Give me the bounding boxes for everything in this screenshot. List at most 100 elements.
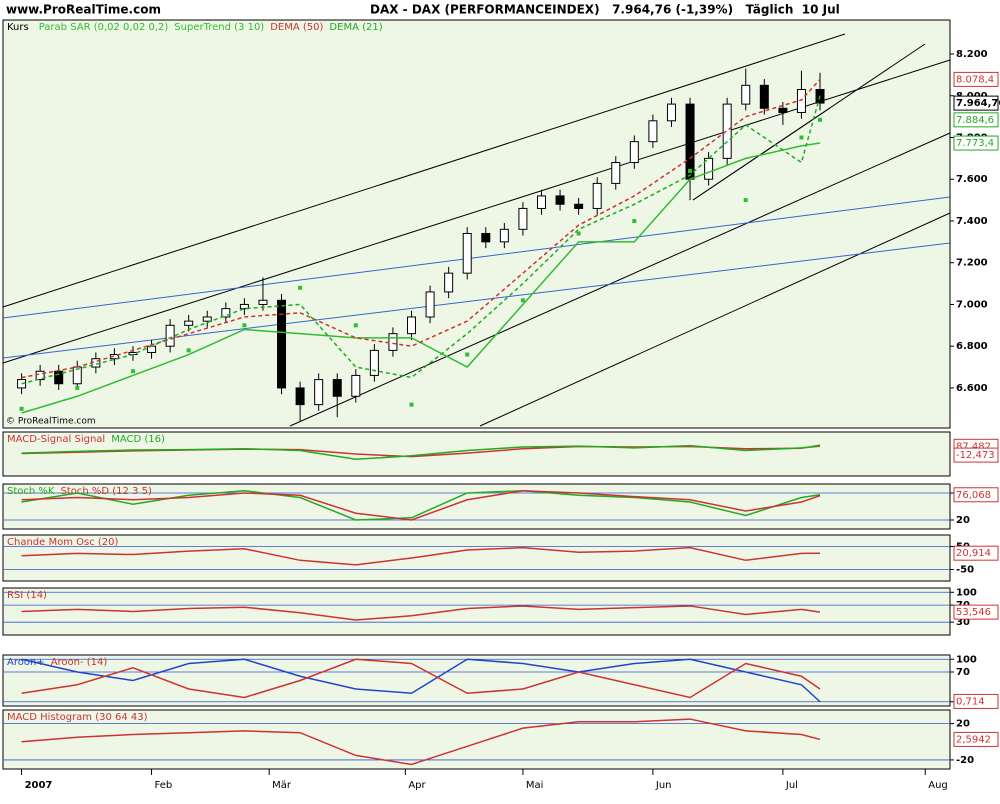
panel-background [2, 587, 951, 636]
candle-body [722, 103, 732, 159]
candle-body [499, 228, 509, 243]
candle-body [759, 84, 769, 109]
value-tag [953, 112, 999, 128]
value-tag-label: 7.773,4 [956, 138, 994, 149]
series-line [21, 489, 821, 521]
legend-entry: Stoch %D (12 3 5) [60, 486, 151, 497]
candle-body [314, 379, 324, 406]
value-tag [953, 731, 999, 747]
y-tick-label: 70 [956, 667, 970, 678]
panel-background [2, 483, 951, 530]
sar-dot [576, 231, 581, 236]
value-tag [953, 71, 999, 87]
x-tick-label: Mai [526, 780, 544, 791]
legend-entry: DEMA (50) [270, 22, 323, 33]
site-name: www.ProRealTime.com [6, 3, 161, 17]
sar-dot [688, 168, 693, 173]
trend-line [479, 212, 951, 427]
candle-body [444, 272, 454, 293]
candle-body [369, 349, 379, 376]
candle-body [425, 291, 435, 318]
candle-body [165, 324, 175, 347]
candle-body [518, 207, 528, 230]
legend-entry: Aroon+ [7, 657, 45, 668]
candle-body [258, 299, 268, 305]
sar-dot [409, 402, 414, 407]
sar-dot [75, 385, 80, 390]
candle-body [351, 374, 361, 397]
sar-dot [19, 406, 24, 411]
value-tag-label: -12,473 [956, 450, 995, 461]
x-tick-label: Mär [272, 780, 292, 791]
legend-entry: SuperTrend (3 10) [174, 22, 264, 33]
panel-background [2, 709, 951, 770]
value-tag-label: 20,914 [956, 548, 991, 559]
candle-body [574, 203, 584, 209]
series-line [21, 142, 821, 414]
value-tag-label: 0,714 [956, 696, 985, 707]
candle-body [685, 103, 695, 180]
y-tick-label: 20 [956, 515, 970, 526]
candle-body [147, 345, 157, 353]
series-line [21, 605, 821, 621]
sar-dot [353, 323, 358, 328]
watermark: © ProRealTime.com [6, 417, 96, 427]
legend-entry: MACD-Signal Signal [7, 434, 105, 445]
value-tag-label: 87,482 [956, 441, 991, 452]
y-tick-label: 100 [956, 587, 977, 598]
candle-body [648, 120, 658, 143]
series-line [21, 718, 821, 766]
trend-line [692, 107, 831, 201]
value-tag-label: 7.884,6 [956, 115, 994, 126]
sar-dot [632, 218, 637, 223]
trend-line [289, 132, 951, 427]
legend-entry: Stoch %K [7, 486, 55, 497]
sar-dot [298, 285, 303, 290]
series-line [21, 489, 821, 521]
candle-body [54, 370, 64, 385]
candle-body [741, 84, 751, 105]
candle-body [704, 157, 714, 180]
legend-entry: Kurs [7, 22, 29, 33]
y-tick-label: 7.400 [956, 216, 988, 227]
trend-line [2, 59, 951, 364]
y-tick-label: 30 [956, 617, 970, 628]
series-line [21, 658, 821, 703]
value-tag [953, 135, 999, 151]
value-tag-label: 8.078,4 [956, 74, 994, 85]
value-tag [953, 693, 999, 709]
panel-background [2, 431, 951, 477]
value-tag [953, 487, 999, 503]
value-tag [953, 447, 999, 463]
legend-entry: Parab SAR (0,02 0,02 0,2) [39, 22, 169, 33]
candle-body [796, 88, 806, 113]
x-tick-label: Apr [408, 780, 426, 791]
y-tick-label: 8.200 [956, 49, 988, 60]
series-line [21, 546, 821, 566]
value-tag-label: 7.964,76 [956, 98, 1000, 109]
y-tick-label: 7.600 [956, 174, 988, 185]
value-tag-label: 53,546 [956, 607, 991, 618]
trend-lines [2, 33, 951, 427]
trend-line [2, 33, 846, 308]
legend-entry: MACD (16) [111, 434, 165, 445]
candle-body [295, 387, 305, 406]
candle-body [666, 103, 676, 122]
sar-dot [465, 352, 470, 357]
legend-entry: DEMA (21) [329, 22, 382, 33]
sar-dot [743, 198, 748, 203]
series-line [21, 658, 821, 699]
x-tick-label: Feb [155, 780, 173, 791]
legend-entry: Aroon- (14) [51, 657, 108, 668]
candle-body [239, 303, 249, 310]
candle-body [555, 195, 565, 205]
value-tag [953, 545, 999, 561]
value-tag-label: 2,5942 [956, 734, 991, 745]
candle-body [407, 316, 417, 335]
sar-dot [130, 369, 135, 374]
y-tick-label: 7.000 [956, 299, 988, 310]
candle-body [332, 379, 342, 397]
y-tick-label: -50 [956, 565, 974, 576]
candle-body [221, 308, 231, 318]
y-tick-label: -20 [956, 755, 974, 766]
